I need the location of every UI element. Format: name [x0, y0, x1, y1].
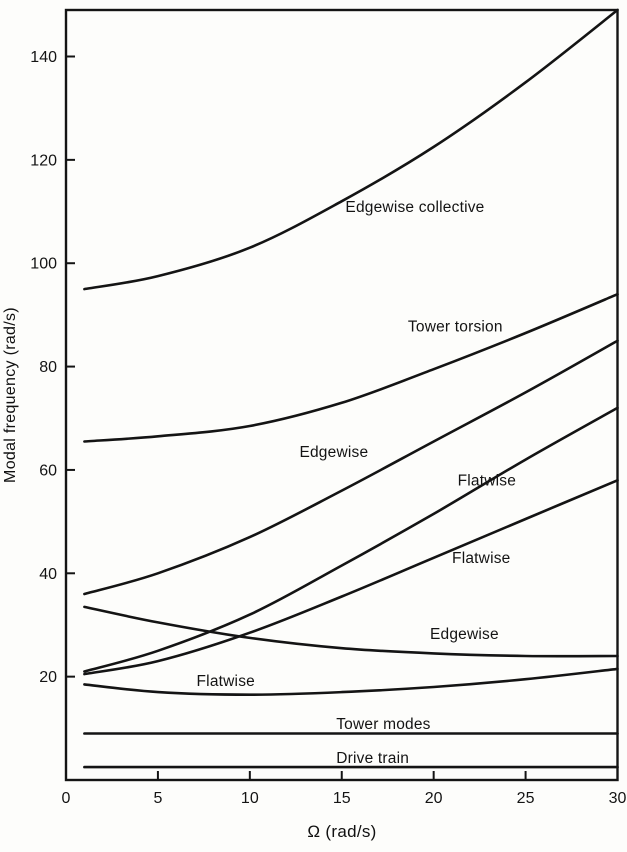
curve-label: Edgewise collective [345, 199, 484, 216]
y-axis-title: Modal frequency (rad/s) [0, 0, 22, 790]
y-tick-label: 140 [30, 49, 57, 66]
curve-label: Tower torsion [408, 318, 503, 335]
y-axis-title-text: Modal frequency (rad/s) [2, 307, 19, 483]
x-axis-title: Ω (rad/s) [66, 822, 618, 842]
curve-tower-torsion [83, 292, 619, 443]
x-tick-label: 30 [609, 790, 627, 807]
y-tick-label: 80 [39, 359, 57, 376]
curve-edgewise-falling [83, 605, 619, 658]
y-tick-label: 120 [30, 152, 57, 169]
curve-flatwise-middle [83, 479, 619, 676]
curve-label: Flatwise [458, 472, 516, 489]
y-tick-label: 40 [39, 566, 57, 583]
curve-label: Drive train [336, 750, 409, 767]
x-tick-label: 5 [153, 790, 162, 807]
curve-label: Tower modes [336, 716, 430, 733]
curve-edgewise-collective [83, 8, 619, 291]
x-tick-label: 0 [62, 790, 71, 807]
curve-edgewise-rising [83, 339, 619, 596]
x-tick-label: 15 [333, 790, 351, 807]
curve-flatwise-upper [83, 406, 619, 673]
curve-label: Edgewise [299, 444, 368, 461]
curve-label: Flatwise [197, 673, 255, 690]
x-tick-label: 20 [425, 790, 443, 807]
curve-label: Flatwise [452, 550, 510, 567]
curve-flatwise-lower [83, 667, 619, 696]
x-tick-label: 25 [517, 790, 535, 807]
y-tick-label: 60 [39, 462, 57, 479]
curve-label: Edgewise [430, 626, 499, 643]
y-tick-label: 100 [30, 256, 57, 273]
y-tick-label: 20 [39, 669, 57, 686]
x-tick-label: 10 [241, 790, 259, 807]
x-axis-title-text: Ω (rad/s) [307, 822, 377, 841]
